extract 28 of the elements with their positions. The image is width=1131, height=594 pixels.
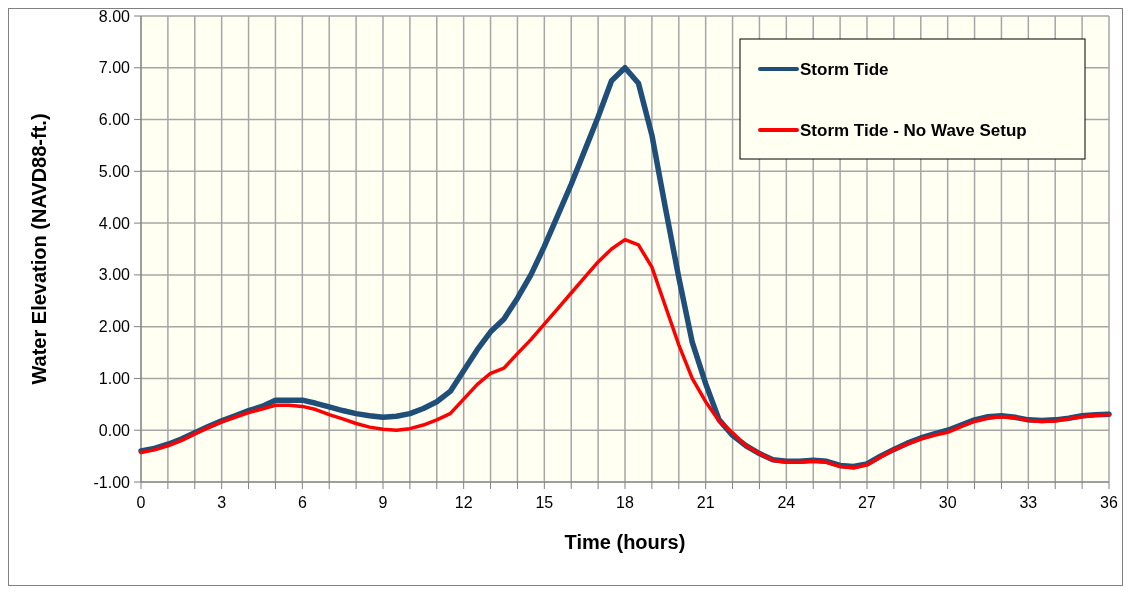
x-tick-label: 18 [616, 494, 634, 511]
y-tick-label: 2.00 [98, 318, 131, 336]
x-tick-label: 3 [217, 494, 227, 511]
legend-label: Storm Tide - No Wave Setup [800, 120, 1027, 140]
y-axis-title: Water Elevation (NAVD88-ft.) [28, 113, 50, 385]
line-series [139, 237, 1111, 470]
y-tick-label: 3.00 [98, 266, 131, 284]
x-tick-label: 15 [535, 494, 554, 511]
x-tick-label: 27 [858, 494, 876, 511]
y-tick-label: 1.00 [98, 370, 131, 388]
x-tick-label: 12 [454, 494, 473, 511]
y-tick-label: 4.00 [98, 214, 131, 232]
x-tick-label: 30 [938, 494, 957, 511]
x-tick-label: 9 [378, 494, 388, 511]
x-axis-title: Time (hours) [564, 531, 686, 553]
x-tick-label: 36 [1100, 494, 1118, 511]
x-tick-label: 33 [1019, 494, 1038, 511]
y-tick-label: -1.00 [93, 473, 131, 491]
y-tick-label: 8.00 [98, 7, 131, 25]
y-tick-label: 0.00 [98, 421, 131, 439]
y-tick-label: 6.00 [98, 111, 131, 129]
y-tick-label: 7.00 [98, 59, 131, 77]
legend-label: Storm Tide [800, 59, 889, 79]
x-tick-label: 21 [696, 494, 715, 511]
y-tick-label: 5.00 [98, 162, 131, 180]
x-tick-label: 6 [297, 494, 307, 511]
x-tick-label: 0 [136, 494, 146, 511]
x-tick-label: 24 [777, 494, 796, 511]
